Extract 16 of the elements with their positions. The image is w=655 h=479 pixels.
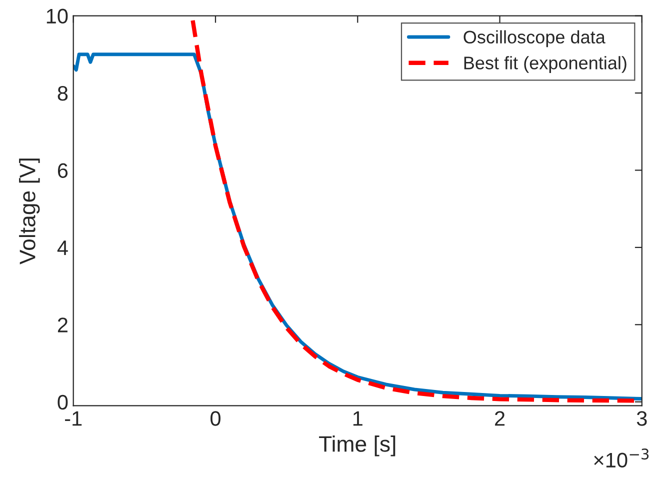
y-tick-label: 4 bbox=[57, 240, 68, 255]
y-tick-label: 8 bbox=[58, 86, 68, 101]
x-tick-label: -1 bbox=[65, 411, 82, 426]
text: ×10$^{−3}$ bbox=[594, 448, 649, 468]
y-axis-title: Voltage [V] bbox=[19, 158, 40, 264]
x-tick-label: 0 bbox=[210, 411, 220, 426]
x-tick-label: 2 bbox=[495, 411, 505, 426]
x-tick-label: 1 bbox=[353, 411, 362, 426]
y-tick-label: 2 bbox=[58, 318, 68, 332]
x-tick-label: 3 bbox=[636, 411, 647, 426]
y-tick-label: 0 bbox=[58, 394, 68, 410]
x-axis-title: Time [s] bbox=[319, 436, 396, 456]
y-tick-label: 6 bbox=[58, 163, 68, 178]
legend-label: Best fit (exponential) bbox=[464, 56, 626, 73]
y-tick-label: 10 bbox=[46, 8, 68, 24]
legend-label: Oscilloscope data bbox=[464, 30, 606, 48]
